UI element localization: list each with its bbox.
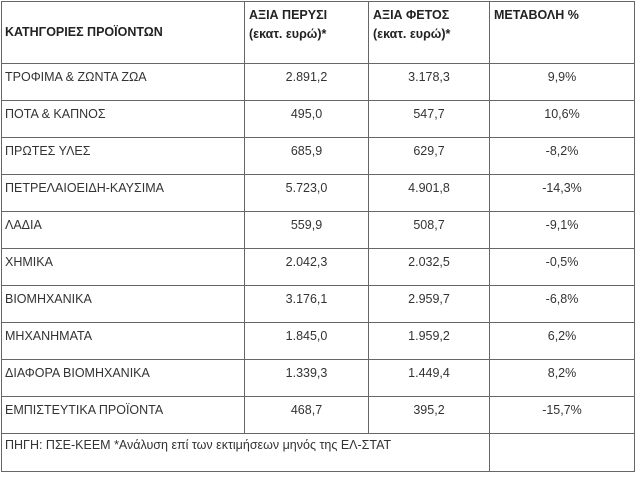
header-text: ΑΞΙΑ ΠΕΡΥΣΙ: [249, 8, 328, 22]
table-row: ΤΡΟΦΙΜΑ & ΖΩΝΤΑ ΖΩΑ 2.891,2 3.178,3 9,9%: [1, 63, 635, 101]
value-cell: 495,0: [244, 100, 369, 138]
value-cell: 508,7: [368, 211, 490, 249]
footer-row: ΠΗΓΗ: ΠΣΕ-ΚΕΕΜ *Ανάλυση επί των εκτιμήσε…: [1, 433, 635, 472]
header-cell: ΑΞΙΑ ΠΕΡΥΣΙ (εκατ. ευρώ)*: [244, 1, 369, 64]
data-table: ΚΑΤΗΓΟΡΙΕΣ ΠΡΟΪΟΝΤΩΝ ΑΞΙΑ ΠΕΡΥΣΙ (εκατ. ευ…: [1, 1, 635, 472]
category-cell: ΕΜΠΙΣΤΕΥΤΙΚΑ ΠΡΟΪΟΝΤΑ: [1, 396, 245, 434]
value-cell: 685,9: [244, 137, 369, 175]
value-cell: 6,2%: [489, 322, 635, 360]
table-row: ΔΙΑΦΟΡΑ ΒΙΟΜΗΧΑΝΙΚΑ 1.339,3 1.449,4 8,2%: [1, 359, 635, 397]
category-cell: ΠΟΤΑ & ΚΑΠΝΟΣ: [1, 100, 245, 138]
value-cell: 3.178,3: [368, 63, 490, 101]
value-cell: -15,7%: [489, 396, 635, 434]
header-text: ΜΕΤΑΒΟΛΗ %: [494, 8, 579, 22]
value-cell: -8,2%: [489, 137, 635, 175]
footer-cell: ΠΗΓΗ: ΠΣΕ-ΚΕΕΜ *Ανάλυση επί των εκτιμήσε…: [1, 433, 490, 472]
table-row: ΠΟΤΑ & ΚΑΠΝΟΣ 495,0 547,7 10,6%: [1, 100, 635, 138]
category-cell: ΤΡΟΦΙΜΑ & ΖΩΝΤΑ ΖΩΑ: [1, 63, 245, 101]
value-cell: -14,3%: [489, 174, 635, 212]
category-cell: ΛΑΔΙΑ: [1, 211, 245, 249]
value-cell: 3.176,1: [244, 285, 369, 323]
header-text: (εκατ. ευρώ)*: [249, 27, 327, 41]
header-row: ΚΑΤΗΓΟΡΙΕΣ ΠΡΟΪΟΝΤΩΝ ΑΞΙΑ ΠΕΡΥΣΙ (εκατ. ευ…: [1, 1, 635, 64]
table-row: ΠΡΩΤΕΣ ΥΛΕΣ 685,9 629,7 -8,2%: [1, 137, 635, 175]
value-cell: 559,9: [244, 211, 369, 249]
value-cell: 1.449,4: [368, 359, 490, 397]
table-row: ΕΜΠΙΣΤΕΥΤΙΚΑ ΠΡΟΪΟΝΤΑ 468,7 395,2 -15,7%: [1, 396, 635, 434]
table-row: ΧΗΜΙΚΑ 2.042,3 2.032,5 -0,5%: [1, 248, 635, 286]
value-cell: 629,7: [368, 137, 490, 175]
category-cell: ΜΗΧΑΝΗΜΑΤΑ: [1, 322, 245, 360]
category-cell: ΧΗΜΙΚΑ: [1, 248, 245, 286]
table-row: ΠΕΤΡΕΛΑΙΟΕΙΔΗ-ΚΑΥΣΙΜΑ 5.723,0 4.901,8 -14,3…: [1, 174, 635, 212]
value-cell: 2.042,3: [244, 248, 369, 286]
value-cell: 468,7: [244, 396, 369, 434]
header-cell: ΚΑΤΗΓΟΡΙΕΣ ΠΡΟΪΟΝΤΩΝ: [1, 1, 245, 64]
category-cell: ΠΡΩΤΕΣ ΥΛΕΣ: [1, 137, 245, 175]
table-row: ΜΗΧΑΝΗΜΑΤΑ 1.845,0 1.959,2 6,2%: [1, 322, 635, 360]
header-cell: ΜΕΤΑΒΟΛΗ %: [489, 1, 635, 64]
value-cell: -6,8%: [489, 285, 635, 323]
category-cell: ΔΙΑΦΟΡΑ ΒΙΟΜΗΧΑΝΙΚΑ: [1, 359, 245, 397]
value-cell: 2.891,2: [244, 63, 369, 101]
value-cell: 1.959,2: [368, 322, 490, 360]
value-cell: -0,5%: [489, 248, 635, 286]
header-text: (εκατ. ευρώ)*: [373, 27, 451, 41]
category-cell: ΠΕΤΡΕΛΑΙΟΕΙΔΗ-ΚΑΥΣΙΜΑ: [1, 174, 245, 212]
value-cell: -9,1%: [489, 211, 635, 249]
header-cell: ΑΞΙΑ ΦΕΤΟΣ (εκατ. ευρώ)*: [368, 1, 490, 64]
table-body: ΚΑΤΗΓΟΡΙΕΣ ΠΡΟΪΟΝΤΩΝ ΑΞΙΑ ΠΕΡΥΣΙ (εκατ. ευ…: [1, 1, 635, 472]
header-text: ΑΞΙΑ ΦΕΤΟΣ: [373, 8, 450, 22]
value-cell: 4.901,8: [368, 174, 490, 212]
value-cell: 547,7: [368, 100, 490, 138]
value-cell: 9,9%: [489, 63, 635, 101]
value-cell: 5.723,0: [244, 174, 369, 212]
table-row: ΒΙΟΜΗΧΑΝΙΚΑ 3.176,1 2.959,7 -6,8%: [1, 285, 635, 323]
value-cell: 395,2: [368, 396, 490, 434]
value-cell: 8,2%: [489, 359, 635, 397]
value-cell: 2.959,7: [368, 285, 490, 323]
table-row: ΛΑΔΙΑ 559,9 508,7 -9,1%: [1, 211, 635, 249]
category-cell: ΒΙΟΜΗΧΑΝΙΚΑ: [1, 285, 245, 323]
value-cell: 1.339,3: [244, 359, 369, 397]
value-cell: 10,6%: [489, 100, 635, 138]
value-cell: 1.845,0: [244, 322, 369, 360]
empty-cell: [489, 433, 635, 472]
value-cell: 2.032,5: [368, 248, 490, 286]
header-text: ΚΑΤΗΓΟΡΙΕΣ ΠΡΟΪΟΝΤΩΝ: [5, 25, 163, 39]
